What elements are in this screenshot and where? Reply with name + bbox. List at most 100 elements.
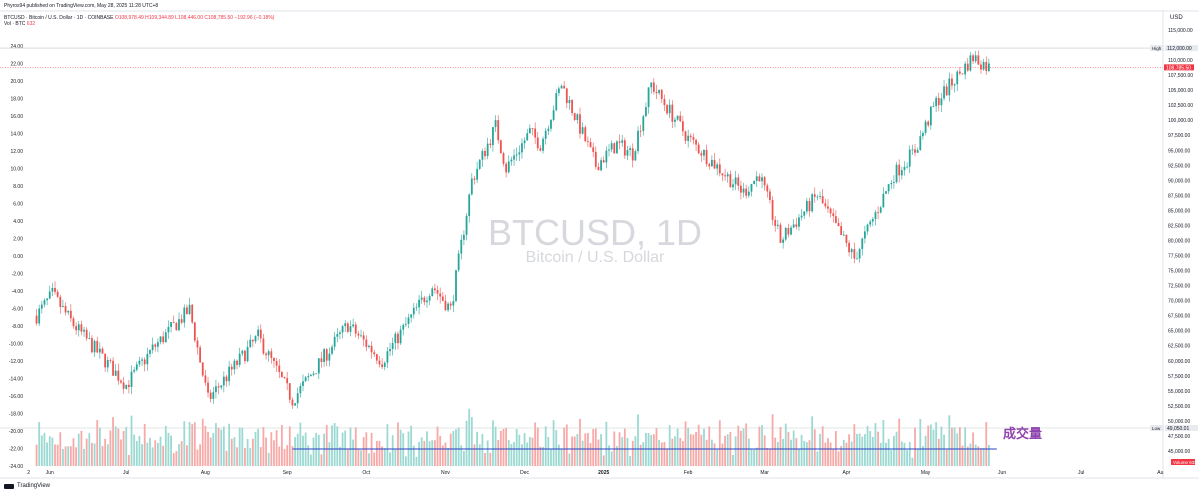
candle-body (209, 392, 212, 399)
volume-bar (708, 426, 711, 466)
volume-bar (463, 450, 465, 466)
currency-label[interactable]: USD (1170, 15, 1183, 21)
volume-bar (294, 437, 296, 466)
right-axis-tick-label: 77,500.00 (1168, 254, 1190, 260)
volume-bar (531, 437, 534, 466)
volume-bar (932, 429, 935, 466)
candle-body (666, 105, 668, 114)
volume-bar (982, 447, 985, 466)
volume-bar (159, 436, 162, 466)
high-label: High (1152, 46, 1162, 51)
candle-body (813, 194, 816, 197)
volume-bar (135, 440, 138, 466)
volume-bar (650, 434, 653, 466)
candle-body (183, 307, 186, 323)
candle-body (201, 362, 204, 376)
volume-bar (352, 439, 355, 466)
left-axis-tick-label: -22.00 (9, 447, 23, 453)
candle-body (647, 87, 650, 108)
candle-body (85, 329, 88, 339)
candle-body (718, 164, 721, 174)
left-axis-tick-label: 6.00 (13, 202, 23, 208)
candle-body (824, 203, 827, 207)
volume-bar (373, 452, 376, 466)
candle-body (816, 196, 819, 198)
volume-bar (927, 425, 930, 466)
candle-body (937, 97, 940, 106)
volume-bar (114, 426, 117, 466)
candle-body (581, 127, 584, 134)
volume-bar (383, 448, 386, 466)
candle-body (769, 191, 771, 200)
volume-bar (977, 446, 980, 466)
tradingview-logo-icon (4, 483, 14, 489)
volume-bar (526, 442, 529, 466)
volume-bar (146, 442, 149, 466)
volume-value: 632 (26, 21, 36, 27)
candle-body (544, 130, 547, 139)
volume-bar (861, 436, 864, 466)
volume-bar (740, 430, 742, 466)
candle-body (225, 376, 228, 382)
volume-legend[interactable]: Vol · BTC 632 (4, 21, 35, 27)
candle-body (534, 128, 537, 138)
right-axis-tick-label: 80,000.00 (1168, 238, 1190, 244)
volume-bar (259, 447, 262, 466)
candle-body (77, 324, 80, 331)
right-axis-tick-label: 55,000.00 (1168, 389, 1190, 395)
volume-bar (779, 426, 782, 466)
volume-bar (745, 423, 748, 466)
volume-bar (964, 427, 967, 466)
candle-body (893, 182, 895, 184)
candle-body (695, 139, 697, 145)
volume-annotation: 成交量 (1003, 426, 1043, 441)
candle-body (354, 324, 357, 334)
candle-body (853, 249, 856, 259)
volume-bar (112, 417, 114, 466)
volume-bar (48, 436, 51, 466)
candle-body (697, 144, 700, 154)
volume-bar (911, 457, 914, 466)
symbol-legend[interactable]: BTCUSD · Bitcoin / U.S. Dollar · 1D · CO… (4, 15, 274, 21)
candle-body (676, 115, 679, 120)
volume-bar (386, 424, 389, 466)
candle-body (130, 371, 133, 387)
volume-bar (560, 449, 563, 466)
right-axis-tick-label: 75,000.00 (1168, 269, 1190, 275)
candle-body (262, 338, 265, 354)
right-axis-tick-label: 50,000.00 (1168, 419, 1190, 425)
candle-body (310, 374, 312, 377)
candle-body (982, 61, 985, 70)
volume-bar (246, 438, 249, 466)
volume-bar (402, 433, 405, 466)
volume-bar (328, 442, 331, 466)
x-axis-tick-label: Aug (201, 470, 210, 476)
left-axis-tick-label: 22.00 (10, 62, 23, 68)
candle-body (273, 358, 275, 362)
candle-body (613, 143, 616, 154)
x-axis-tick-label: Jun (46, 470, 54, 476)
candle-body (151, 344, 154, 351)
candle-body (713, 159, 716, 169)
volume-bar (629, 455, 632, 466)
volume-bar (267, 452, 270, 466)
x-axis-tick-label: 2025 (598, 470, 609, 476)
candle-body (428, 296, 431, 301)
volume-bar (412, 445, 415, 466)
candle-body (280, 372, 283, 377)
candle-body (592, 147, 595, 152)
volume-bar (204, 425, 207, 466)
candle-body (199, 347, 202, 363)
low-label-box (1150, 425, 1164, 431)
candle-body (557, 88, 560, 94)
volume-bar (790, 439, 792, 466)
candle-body (972, 55, 974, 62)
volume-bar (397, 422, 399, 466)
volume-bar (808, 440, 811, 466)
candle-body (230, 366, 233, 370)
right-axis-tick-label: 60,000.00 (1168, 359, 1190, 365)
volume-bar (101, 446, 104, 466)
tradingview-logo[interactable]: TradingView (4, 483, 50, 489)
candle-body (610, 143, 613, 150)
volume-bar (864, 434, 866, 466)
